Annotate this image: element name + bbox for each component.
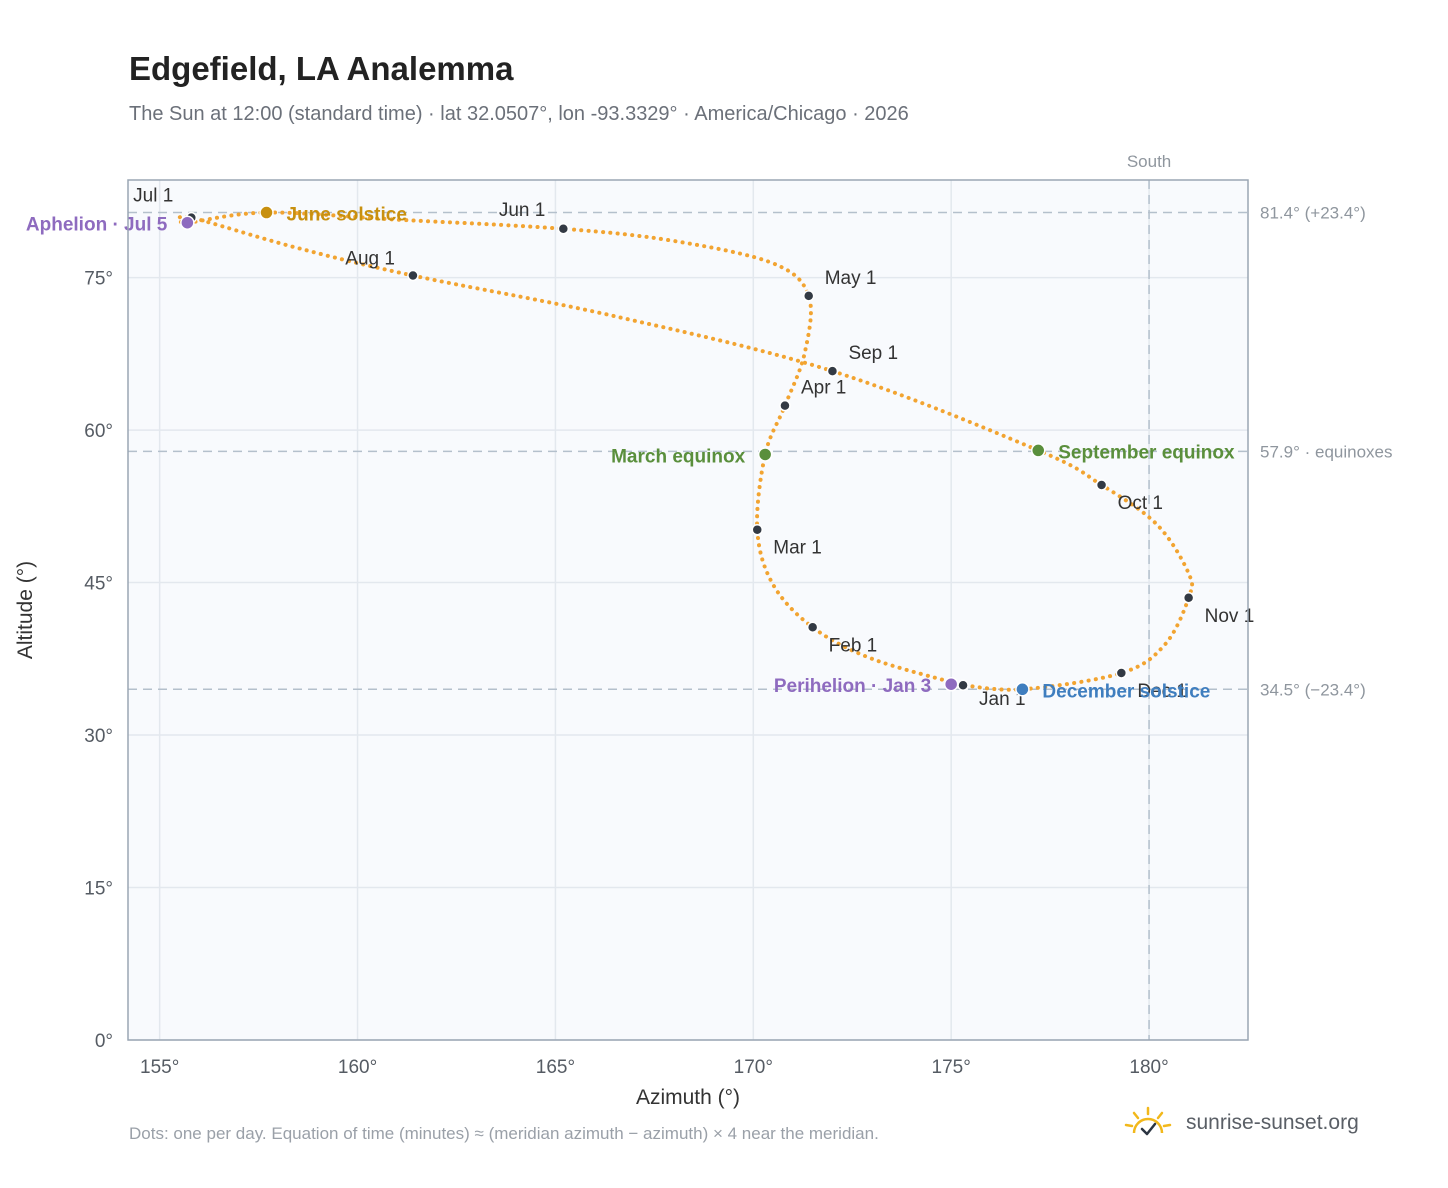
- event-marker: [943, 676, 959, 692]
- month-marker: [806, 621, 819, 634]
- sun-check-icon: [1124, 1106, 1172, 1136]
- event-label: September equinox: [1058, 442, 1235, 463]
- month-label: Feb 1: [829, 635, 878, 656]
- month-label: Sep 1: [848, 343, 898, 364]
- month-label: Jan 1: [979, 689, 1025, 710]
- y-tick-label: 15°: [84, 879, 113, 900]
- month-label: Mar 1: [773, 538, 822, 559]
- event-marker: [757, 447, 773, 462]
- y-tick-label: 45°: [84, 574, 113, 595]
- month-marker: [1095, 479, 1108, 491]
- month-label: Nov 1: [1205, 606, 1255, 627]
- meridian-label: South: [1127, 152, 1171, 171]
- chart-title: Edgefield, LA Analemma: [129, 50, 514, 87]
- month-label: Dec 1: [1137, 681, 1187, 702]
- month-marker: [751, 523, 764, 536]
- chart-subtitle: The Sun at 12:00 (standard time) · lat 3…: [129, 103, 909, 125]
- month-marker: [826, 365, 839, 377]
- reference-line-label: 34.5° (−23.4°): [1260, 680, 1366, 699]
- month-marker: [957, 679, 969, 691]
- event-label: December solstice: [1042, 681, 1210, 702]
- footer-note: Dots: one per day. Equation of time (min…: [129, 1124, 879, 1143]
- x-tick-label: 165°: [536, 1057, 575, 1078]
- event-marker: [1030, 443, 1046, 458]
- month-label: Jul 1: [133, 186, 173, 207]
- event-label: Perihelion · Jan 3: [774, 676, 931, 697]
- y-tick-label: 0°: [95, 1031, 113, 1052]
- y-tick-label: 30°: [84, 726, 113, 747]
- month-marker: [1182, 592, 1195, 604]
- x-tick-label: 155°: [140, 1057, 179, 1078]
- x-tick-label: 180°: [1129, 1057, 1168, 1078]
- month-marker: [1115, 667, 1128, 679]
- brand-name[interactable]: sunrise-sunset.org: [1186, 1111, 1359, 1134]
- event-marker: [1015, 682, 1030, 697]
- reference-lines: South 81.4° (+23.4°) 57.9° · equinoxes 34.5…: [128, 152, 1393, 1040]
- x-tick-label: 160°: [338, 1057, 377, 1078]
- y-tick-label: 60°: [84, 421, 113, 442]
- month-marker: [779, 399, 791, 412]
- month-label: Aug 1: [345, 249, 395, 270]
- month-markers: Jan 1 Feb 1 Mar 1 Apr 1 May 1 Jun 1 Jul 1 Aug 1…: [133, 186, 1254, 711]
- event-label: March equinox: [611, 446, 746, 467]
- month-label: May 1: [825, 268, 877, 289]
- event-markers: March equinox September equinox June solst…: [26, 205, 1235, 703]
- event-label: Aphelion · Jul 5: [26, 215, 168, 236]
- plot-frame: [127, 179, 1249, 1041]
- event-label: June solstice: [287, 205, 407, 226]
- x-tick-label: 170°: [734, 1057, 773, 1078]
- x-axis-title: Azimuth (°): [636, 1086, 740, 1109]
- reference-line-label: 81.4° (+23.4°): [1260, 204, 1366, 223]
- event-marker: [259, 205, 274, 220]
- event-marker: [180, 215, 195, 230]
- x-tick-label: 175°: [932, 1057, 971, 1078]
- month-marker: [407, 269, 419, 282]
- brand[interactable]: sunrise-sunset.org: [1122, 1103, 1359, 1143]
- plot-background: [128, 180, 1248, 1040]
- y-tick-label: 75°: [84, 269, 113, 290]
- y-axis-title: Altitude (°): [14, 561, 37, 659]
- month-label: Jun 1: [499, 200, 545, 221]
- axes: 155° 160° 165° 170° 175° 180° 0° 15° 30° 45° 60° 75…: [14, 269, 1169, 1109]
- month-marker: [557, 223, 570, 235]
- month-marker: [802, 290, 815, 302]
- reference-line-label: 57.9° · equinoxes: [1260, 442, 1393, 461]
- month-label: Apr 1: [801, 378, 846, 399]
- month-label: Oct 1: [1118, 493, 1163, 514]
